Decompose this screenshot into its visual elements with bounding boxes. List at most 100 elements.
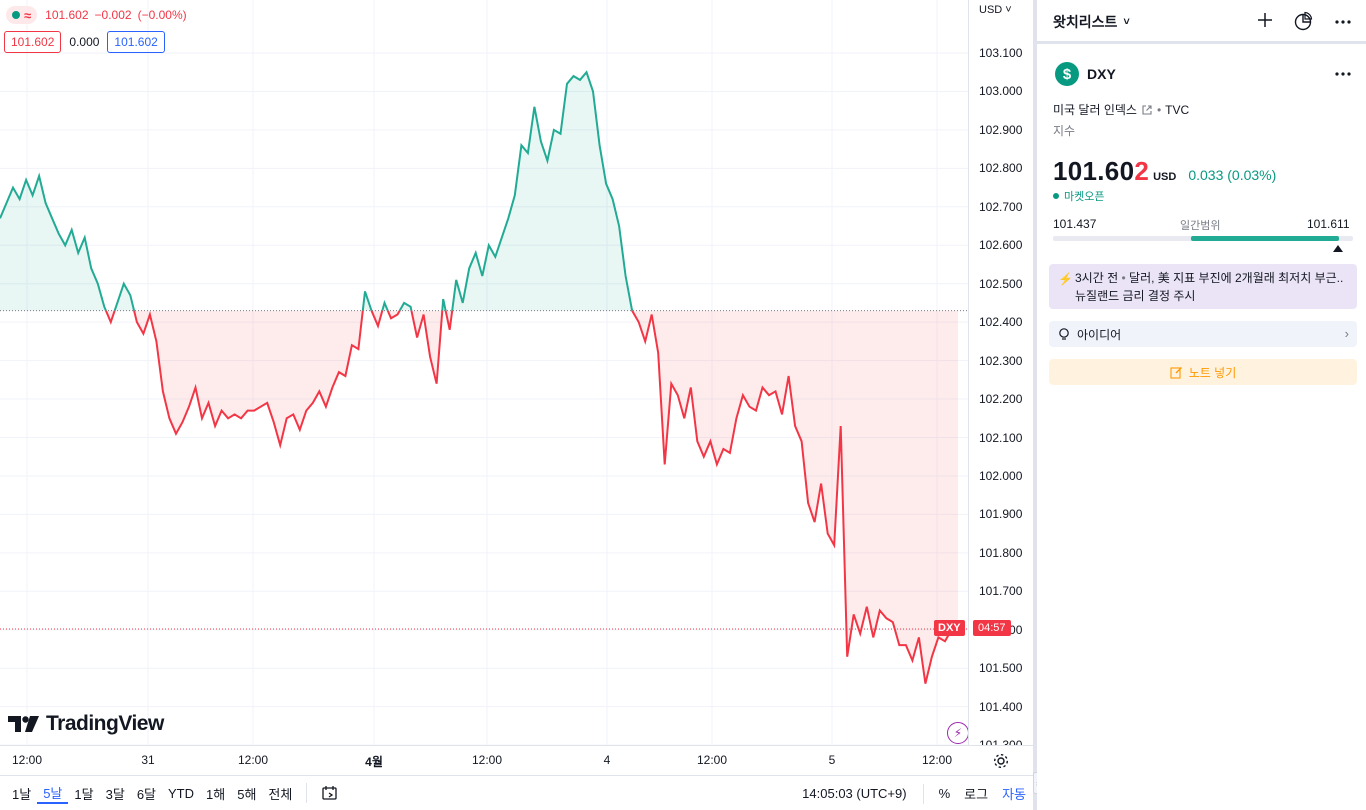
legend-price: 101.602 [45,8,89,22]
day-high: 101.611 [1307,217,1350,231]
chart-pane[interactable]: ≈ 101.602 −0.002 (−0.00%) 101.602 0.000 … [0,0,969,745]
clock-timezone[interactable]: 14:05:03 (UTC+9) [802,786,907,801]
price-tick-label: 102.300 [979,353,1023,368]
time-axis[interactable]: 12:00 31 12:00 4월 12:00 4 12:00 5 12:00 [0,745,1033,774]
time-tick-label: 12:00 [237,753,269,767]
range-button[interactable]: 1달 [74,786,94,802]
series-legend: ≈ 101.602 −0.002 (−0.00%) [6,6,187,24]
news-headline-card[interactable]: ⚡ 3시간 전 • 달러, 美 지표 부진에 2개월래 최저치 부근..뉴질랜드… [1049,264,1357,309]
toolbar-divider [922,783,924,804]
range-button[interactable]: 1해 [206,786,226,802]
currency-selector[interactable]: USD ˅ [979,4,1012,16]
price-tick-label: 101.900 [979,507,1023,522]
range-button[interactable]: 전체 [268,786,293,802]
separator-dot: • [1156,102,1162,117]
day-range-label: 일간범위 [1180,220,1221,232]
range-button[interactable]: 3달 [105,786,125,802]
price-tick-label: 102.000 [979,468,1023,483]
market-status-pill[interactable]: ≈ [6,6,38,24]
price-line-down [104,310,959,684]
price-tick-label: 101.500 [979,661,1023,676]
pie-chart-icon[interactable] [1293,11,1313,34]
day-range-bar [1053,236,1353,241]
watchlist-title-dropdown[interactable]: 왓치리스트 ˅ [1053,12,1130,32]
tradingview-logo-text: TradingView [46,712,164,735]
watchlist-panel: 왓치리스트 ˅ $ DXY 미국 달러 인덱스 • TVC 지수 101.602… [1037,0,1366,810]
plus-icon[interactable] [1256,11,1274,32]
range-button[interactable]: 6달 [136,786,157,802]
symbol-description-text[interactable]: 미국 달러 인덱스 [1053,103,1137,117]
time-tick-label: 31 [141,753,155,767]
range-button[interactable]: 1날 [12,786,32,802]
tradingview-logo-icon [8,716,39,732]
price-tick-label: 101.800 [979,545,1023,560]
price-currency: USD [1153,171,1177,183]
chevron-down-icon: ˅ [1123,16,1130,28]
price-tick-label: 101.700 [979,584,1023,599]
news-time: 3시간 전 [1075,271,1119,285]
news-headline: 달러, 美 지표 부진에 2개월래 최저치 부근..뉴질랜드 금리 결정 주시 [1075,271,1344,303]
price-chart[interactable] [0,0,968,745]
time-tick-label: 4 [603,753,611,767]
symbol-ticker[interactable]: DXY [1087,66,1116,82]
price-change: 0.033 (0.03%) [1188,167,1277,183]
baseline-area-down [105,310,958,684]
chevron-down-icon: ˅ [1002,4,1012,16]
bottom-toolbar: 1날 5날 1달 3달 6달 YTD 1해 5해 전체 14:05:03 (UTC+9) % 로… [0,775,1033,810]
lightning-icon[interactable]: ⚡ [947,722,969,744]
more-horizontal-icon[interactable] [1333,66,1353,85]
log-scale-toggle[interactable]: 로그 [964,787,989,802]
market-status[interactable]: 마켓오픈 [1053,188,1104,204]
calendar-range-icon[interactable] [315,785,345,801]
price-tick-label: 102.900 [979,122,1023,137]
range-button[interactable]: 5해 [237,786,257,802]
market-status-label: 마켓오픈 [1064,191,1105,203]
buy-button[interactable]: 101.602 [107,31,165,53]
time-tick-label: 4월 [365,755,383,769]
price-tick-label: 102.800 [979,161,1023,176]
bid-ask-row: 101.602 0.000 101.602 [4,31,165,53]
watchlist-title: 왓치리스트 [1053,14,1118,30]
percent-scale-toggle[interactable]: % [938,786,951,801]
last-price: 101.602 [1053,156,1149,187]
lightbulb-icon [1059,328,1069,340]
price-tick-label: 103.100 [979,46,1023,60]
ideas-row[interactable]: 아이디어 › [1049,321,1357,347]
bar-countdown-tag: 04:57 [973,620,1011,636]
currency-label: USD [979,4,1003,16]
last-price-block: 101.602 USD 0.033 (0.03%) [1053,156,1276,187]
time-tick-label: 12:00 [696,753,728,767]
price-tick-label: 102.400 [979,315,1023,330]
market-open-dot [12,11,20,19]
last-price-head: 101.60 [1053,156,1135,186]
tradingview-watermark[interactable]: TradingView [8,712,164,736]
watchlist-header: 왓치리스트 ˅ [1037,0,1366,44]
add-note-button[interactable]: 노트 넣기 [1049,359,1357,385]
price-line-up [0,70,634,311]
time-tick-label: 5 [828,753,836,767]
baseline-area-up [0,72,958,311]
price-tick-label: 102.500 [979,276,1023,291]
chevron-right-icon: › [1344,326,1349,341]
gear-icon[interactable] [992,752,1010,773]
more-horizontal-icon[interactable] [1333,11,1353,34]
date-range-buttons: 1날 5날 1달 3달 6달 YTD 1해 5해 전체 [6,782,298,804]
current-price-marker [1333,245,1343,252]
symbol-description: 미국 달러 인덱스 • TVC [1053,101,1189,118]
time-tick-label: 12:00 [921,753,953,767]
last-price-tail: 2 [1134,156,1150,186]
spread-value: 0.000 [69,35,100,49]
price-tick-label: 103.000 [979,84,1023,99]
panel-splitter[interactable] [1033,0,1037,810]
range-button[interactable]: 5날 [37,782,69,804]
price-tick-label: 101.400 [979,699,1023,714]
price-tick-label: 102.600 [979,238,1023,253]
symbol-logo: $ [1055,62,1079,86]
sell-button[interactable]: 101.602 [4,31,62,53]
range-button[interactable]: YTD [168,785,195,801]
time-tick-label: 12:00 [11,753,43,767]
external-link-icon[interactable] [1141,104,1153,116]
legend-change-pct: (−0.00%) [137,8,187,22]
auto-scale-toggle[interactable]: 자동 [1002,787,1026,802]
separator-dot: • [1121,271,1130,285]
